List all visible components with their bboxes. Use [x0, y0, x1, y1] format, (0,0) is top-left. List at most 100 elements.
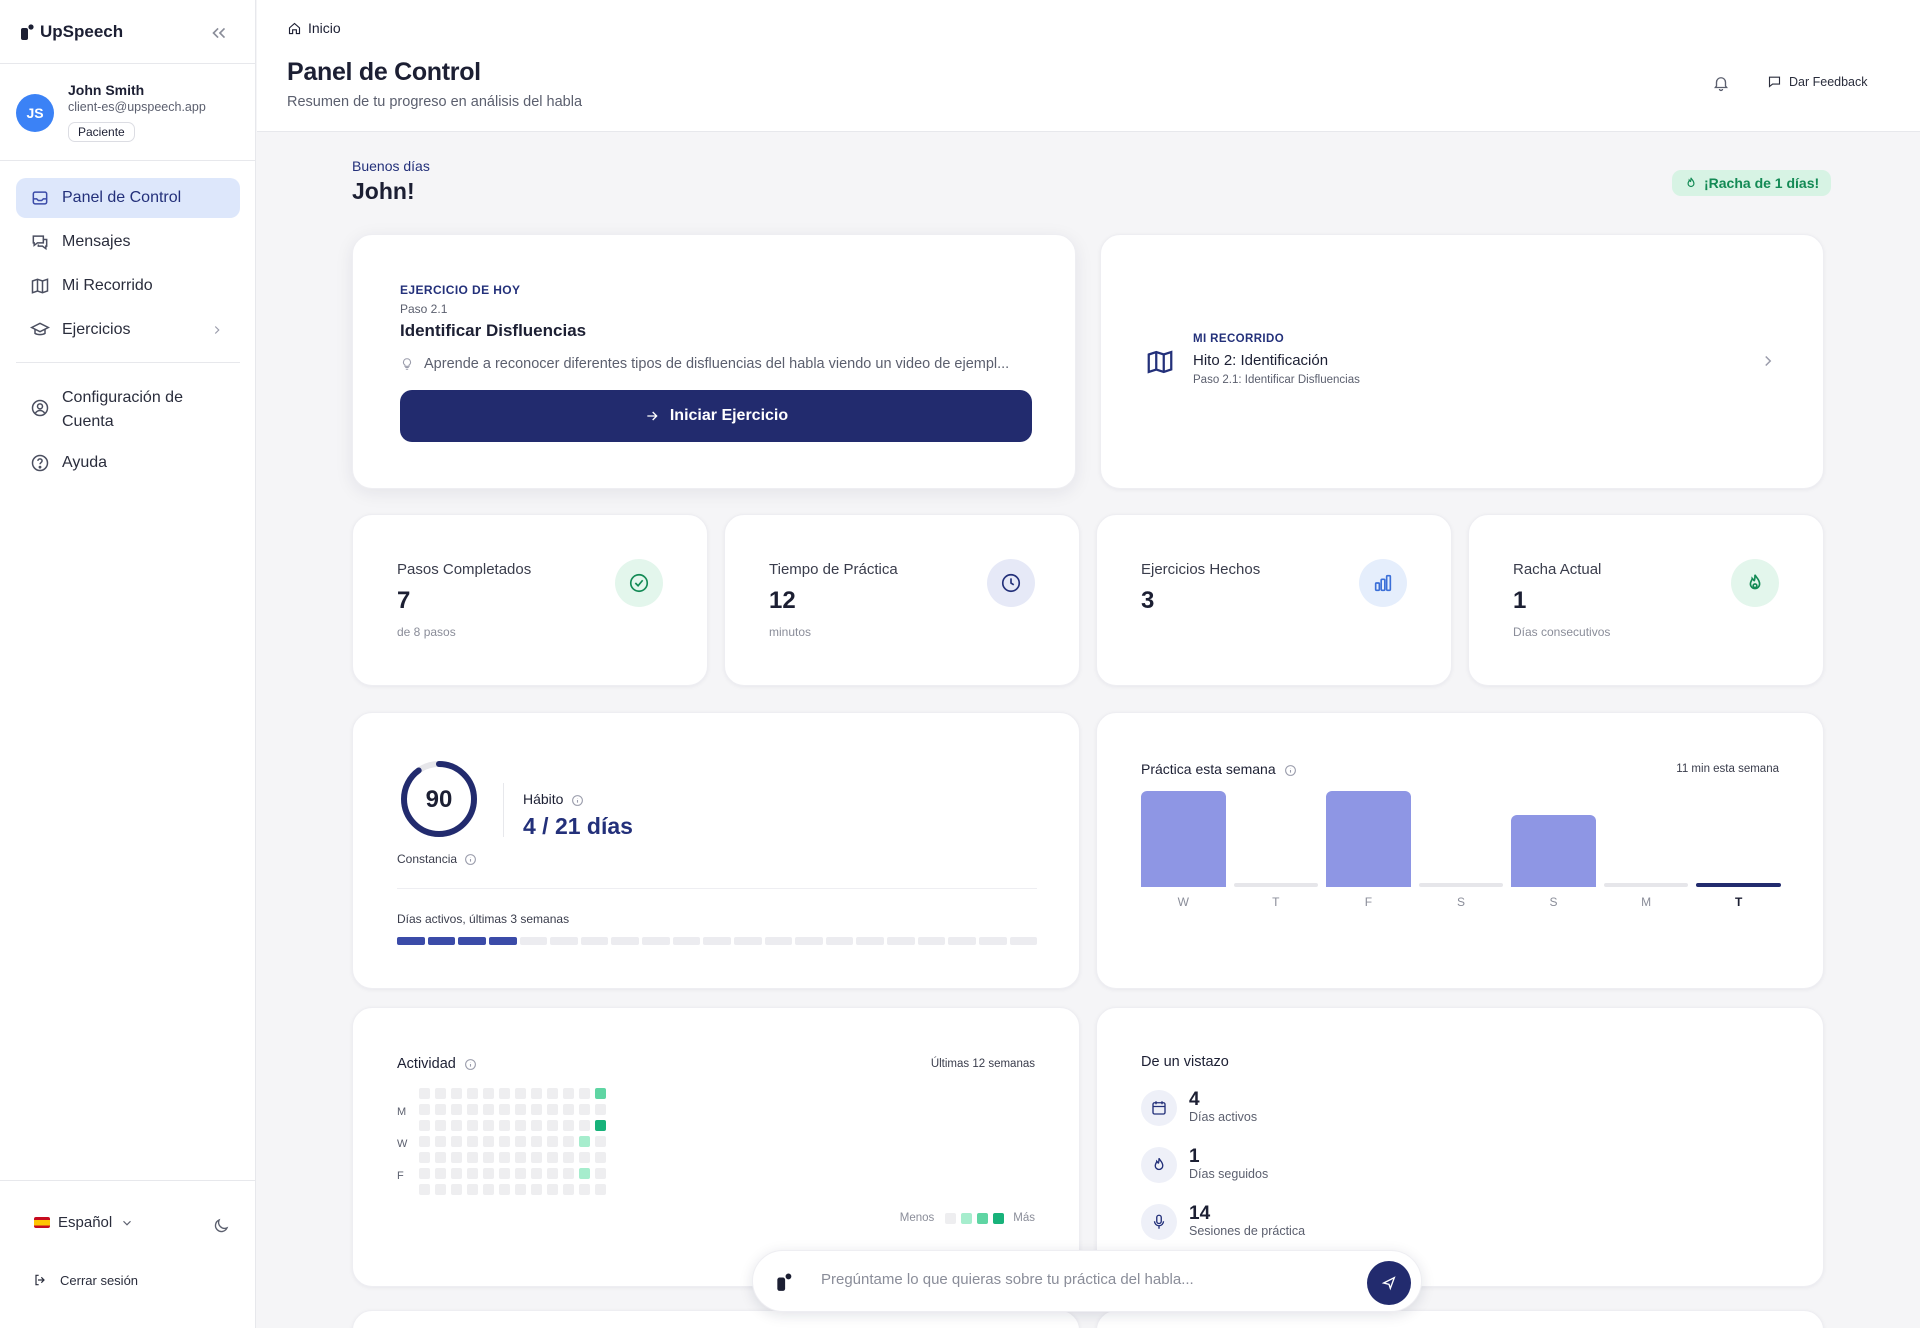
- today-title: Identificar Disfluencias: [400, 321, 587, 340]
- app-logo[interactable]: UpSpeech: [20, 22, 123, 42]
- inactive-day-segment: [703, 937, 731, 945]
- sidebar-item-label: Ayuda: [62, 454, 108, 471]
- heatmap-cell: [419, 1136, 430, 1147]
- inactive-day-segment: [611, 937, 639, 945]
- stat-value: 1: [1513, 587, 1527, 614]
- today-eyebrow: EJERCICIO DE HOY: [400, 283, 521, 297]
- chart-bar: [1233, 883, 1319, 887]
- greeting-name: John!: [352, 178, 415, 204]
- send-button[interactable]: [1367, 1261, 1411, 1305]
- sidebar-item-label: Mensajes: [62, 233, 131, 250]
- sidebar-item-account-settings[interactable]: Configuración de Cuenta: [16, 382, 240, 434]
- inactive-day-segment: [978, 937, 1007, 945]
- sidebar-item-label: Mi Recorrido: [62, 277, 153, 294]
- info-icon[interactable]: [571, 794, 584, 807]
- assistant-chat-bar[interactable]: Pregúntame lo que quieras sobre tu práct…: [752, 1250, 1422, 1312]
- feedback-button[interactable]: Dar Feedback: [1767, 74, 1868, 89]
- sidebar-item-exercises[interactable]: Ejercicios: [16, 310, 240, 350]
- info-icon[interactable]: [464, 853, 477, 866]
- greeting-text: Buenos días: [352, 158, 430, 174]
- heatmap-cell: [595, 1104, 606, 1115]
- stat-icon-badge: [615, 559, 663, 607]
- consistency-card: 90 Constancia Hábito 4 / 21 días Días ac…: [352, 712, 1080, 989]
- active-days-label: Días activos, últimas 3 semanas: [397, 912, 570, 926]
- heatmap-cell: [419, 1104, 430, 1115]
- heatmap-cell: [531, 1104, 542, 1115]
- upspeech-logo-icon: [21, 24, 34, 40]
- start-exercise-button[interactable]: Iniciar Ejercicio: [400, 390, 1032, 442]
- heatmap-cell: [547, 1136, 558, 1147]
- sidebar-item-journey[interactable]: Mi Recorrido: [16, 266, 240, 306]
- heatmap-cell: [563, 1168, 574, 1179]
- user-email: client-es@upspeech.app: [68, 100, 206, 114]
- chart-x-tick-label: S: [1456, 895, 1465, 909]
- heatmap-cell: [579, 1184, 590, 1195]
- sidebar-item-help[interactable]: Ayuda: [16, 443, 240, 483]
- heatmap-cell: [531, 1088, 542, 1099]
- help-circle-icon: [31, 454, 49, 472]
- heatmap-cell: [483, 1184, 494, 1195]
- calendar-icon: [1152, 1101, 1166, 1115]
- heatmap-cell: [595, 1168, 606, 1179]
- journey-subtitle: Paso 2.1: Identificar Disfluencias: [1193, 374, 1360, 386]
- info-icon[interactable]: [1284, 764, 1297, 777]
- inactive-day-segment: [825, 937, 854, 945]
- heatmap-cell: [451, 1088, 462, 1099]
- day-label-w: W: [397, 1138, 408, 1150]
- chat-input-placeholder[interactable]: Pregúntame lo que quieras sobre tu práct…: [821, 1271, 1194, 1288]
- collapse-sidebar-icon[interactable]: [208, 22, 230, 44]
- legend-swatch: [977, 1212, 989, 1224]
- heatmap-legend: Menos Más: [900, 1212, 1035, 1224]
- heatmap-cell: [531, 1168, 542, 1179]
- active-day-segment: [488, 937, 517, 945]
- glance-label: Días activos: [1189, 1110, 1258, 1124]
- heatmap-cell: [419, 1120, 430, 1131]
- stat-icon-badge: [1731, 559, 1779, 607]
- heatmap-cell: [435, 1088, 446, 1099]
- flame-icon: [1749, 574, 1761, 590]
- divider: [397, 888, 1037, 889]
- moon-icon[interactable]: [212, 1217, 230, 1235]
- chevron-down-icon: [123, 1220, 132, 1226]
- heatmap-cell: [579, 1104, 590, 1115]
- info-icon[interactable]: [464, 1058, 477, 1071]
- logout-icon: [35, 1274, 45, 1286]
- heatmap-cell: [435, 1104, 446, 1115]
- notifications-bell-icon[interactable]: [1712, 74, 1730, 92]
- glance-icon: [1141, 1147, 1177, 1183]
- sidebar-item-dashboard[interactable]: Panel de Control: [16, 178, 240, 218]
- heatmap-cell: [499, 1136, 510, 1147]
- chart-x-tick-label: F: [1364, 895, 1373, 909]
- flame-icon: [1687, 177, 1695, 188]
- role-badge: Paciente: [68, 122, 135, 142]
- map-icon: [1147, 350, 1173, 374]
- page-subtitle: Resumen de tu progreso en análisis del h…: [287, 94, 583, 110]
- glance-value: 1: [1189, 1146, 1200, 1167]
- heatmap-cell: [595, 1184, 606, 1195]
- heatmap-cell: [435, 1120, 446, 1131]
- next-card: [1096, 1310, 1824, 1328]
- message-square-icon: [1768, 76, 1781, 88]
- sidebar-item-messages[interactable]: Mensajes: [16, 222, 240, 262]
- heatmap-cell: [563, 1088, 574, 1099]
- heatmap-cell: [547, 1168, 558, 1179]
- next-card: [352, 1310, 1080, 1328]
- activity-card: Actividad Últimas 12 semanas M W F Menos…: [352, 1007, 1080, 1287]
- breadcrumb[interactable]: Inicio: [287, 20, 341, 36]
- logout-button[interactable]: Cerrar sesión: [32, 1272, 138, 1288]
- active-day-segment: [427, 937, 456, 945]
- heatmap-cell: [579, 1168, 590, 1179]
- inactive-day-segment: [795, 937, 823, 945]
- heatmap-cell: [467, 1184, 478, 1195]
- legend-swatch: [993, 1212, 1005, 1224]
- consistency-ring: 90: [401, 761, 477, 837]
- language-selector[interactable]: Español: [34, 1214, 134, 1231]
- heatmap-cell: [467, 1120, 478, 1131]
- stat-value: 7: [397, 587, 411, 614]
- journey-card[interactable]: MI RECORRIDO Hito 2: Identificación Paso…: [1100, 234, 1824, 489]
- heatmap-cell: [515, 1152, 526, 1163]
- feedback-label: Dar Feedback: [1789, 74, 1868, 89]
- inactive-day-segment: [856, 937, 884, 945]
- heatmap-cell: [547, 1088, 558, 1099]
- chart-x-tick-label: M: [1641, 895, 1652, 909]
